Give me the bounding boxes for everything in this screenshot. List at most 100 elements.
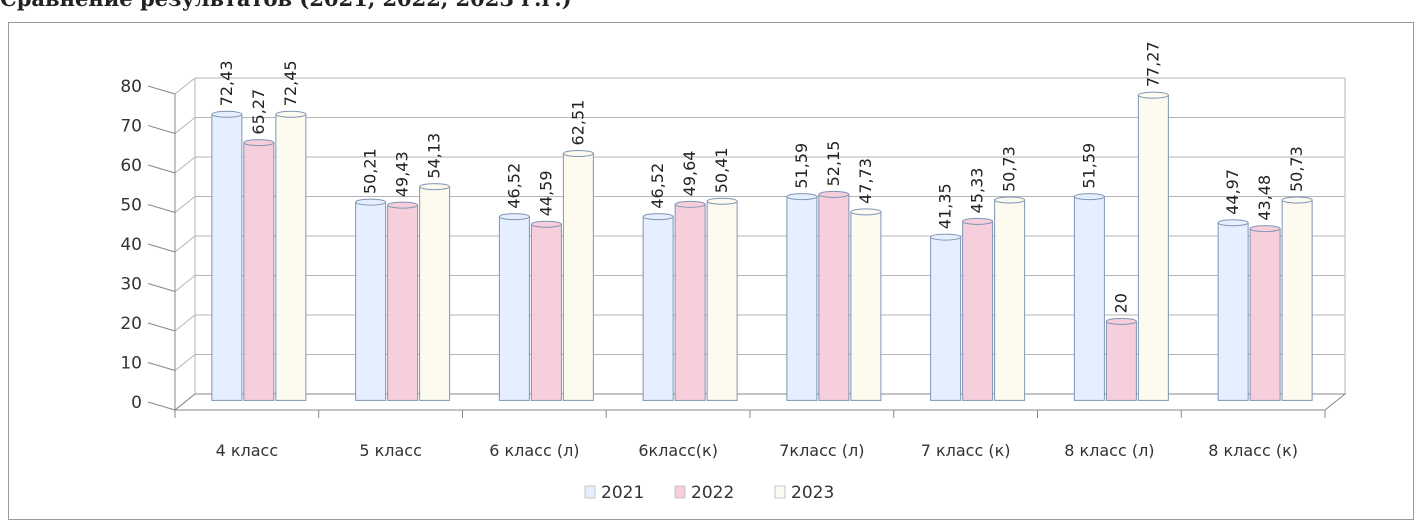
bar-top-2022-4 — [674, 200, 706, 208]
bar-top-2022-3 — [530, 220, 562, 228]
data-label: 77,27 — [1143, 41, 1162, 87]
bar-2021-4 — [642, 216, 674, 401]
bar-top-2022-8 — [1249, 225, 1281, 233]
bar-top-2023-2 — [419, 183, 451, 191]
gridline-side — [174, 314, 196, 332]
bar-2023-2 — [419, 186, 451, 401]
data-label: 45,33 — [968, 168, 987, 214]
data-label: 62,51 — [568, 100, 587, 146]
bar-2023-5 — [850, 211, 882, 401]
bar-top-2023-4 — [706, 197, 738, 205]
gridline-side — [174, 275, 196, 292]
x-tick-label: 8 класс (к) — [1208, 441, 1298, 460]
bar-top-2022-5 — [818, 190, 850, 198]
y-tick-mark — [147, 125, 176, 134]
legend-label-2023: 2023 — [791, 483, 834, 503]
legend-swatch-2023 — [774, 485, 786, 499]
x-tick-label: 6класс(к) — [638, 441, 718, 460]
data-label: 50,41 — [712, 147, 731, 193]
bar-2021-3 — [498, 216, 530, 401]
x-tick-label: 4 класс — [216, 441, 279, 460]
gridline-side — [174, 196, 196, 213]
bar-2022-8 — [1249, 228, 1281, 401]
legend-label-2021: 2021 — [601, 483, 644, 503]
y-tick-label: 30 — [120, 275, 142, 295]
y-tick-label: 40 — [120, 235, 142, 255]
y-tick-label: 60 — [120, 156, 142, 176]
bar-top-2023-5 — [850, 208, 882, 216]
data-label: 49,64 — [680, 151, 699, 197]
chart-legend: 2021 2022 2023 — [584, 483, 834, 503]
data-label: 44,59 — [536, 170, 555, 216]
bar-2021-2 — [355, 201, 387, 401]
data-label: 49,43 — [393, 151, 412, 197]
bar-top-2023-6 — [994, 196, 1026, 204]
bar-top-2021-1 — [211, 110, 243, 118]
data-label: 44,97 — [1223, 169, 1242, 215]
y-tick-mark — [147, 164, 176, 174]
x-tick-label: 8 класс (л) — [1064, 441, 1154, 460]
bar-top-2022-1 — [243, 139, 275, 147]
data-label: 41,35 — [936, 183, 955, 229]
bar-2023-3 — [562, 152, 594, 401]
data-label: 52,15 — [824, 141, 843, 187]
bar-top-2021-8 — [1217, 219, 1249, 227]
x-tick-label: 5 класс — [359, 441, 422, 460]
data-label: 54,13 — [425, 133, 444, 179]
y-tick-label: 50 — [120, 196, 142, 216]
data-label: 72,43 — [217, 60, 236, 106]
bar-2023-4 — [706, 200, 738, 401]
chart-floor — [173, 393, 1347, 411]
gridline-side — [174, 235, 196, 253]
bar-top-2021-7 — [1073, 193, 1105, 201]
gridline-side — [174, 156, 196, 174]
y-tick-mark — [147, 401, 176, 411]
y-tick-mark — [147, 85, 176, 95]
y-tick-mark — [147, 204, 176, 213]
bar-2022-1 — [243, 142, 275, 401]
bar-top-2023-8 — [1281, 196, 1313, 204]
legend-label-2022: 2022 — [691, 483, 734, 503]
bar-top-2022-2 — [387, 201, 419, 209]
data-label: 50,73 — [1000, 146, 1019, 192]
bar-2022-5 — [818, 193, 850, 401]
legend-swatch-2021 — [584, 485, 596, 499]
data-label: 72,45 — [281, 60, 300, 106]
y-tick-label: 70 — [120, 117, 142, 137]
bar-2021-5 — [786, 196, 818, 401]
y-tick-mark — [147, 322, 176, 332]
data-label: 51,59 — [792, 143, 811, 189]
data-label: 51,59 — [1079, 143, 1098, 189]
gridline-side — [174, 354, 196, 371]
bar-2022-7 — [1105, 320, 1137, 401]
bar-2022-4 — [674, 203, 706, 401]
data-label: 43,48 — [1255, 175, 1274, 221]
bar-2022-3 — [530, 223, 562, 401]
chart-bars — [211, 91, 1313, 401]
bar-top-2022-7 — [1105, 317, 1137, 325]
data-label: 50,21 — [361, 148, 380, 194]
chart-tick-labels: 0 10 20 30 40 50 60 70 80 4 класс 5 класс 6 класс (… — [120, 77, 1298, 460]
data-label: 50,73 — [1287, 146, 1306, 192]
y-tick-label: 10 — [120, 354, 142, 374]
bar-2023-7 — [1137, 94, 1169, 401]
x-tick-label: 6 класс (л) — [489, 441, 579, 460]
chart-data-labels: 72,43 65,27 72,45 50,21 49,43 54,13 46,52 44,59… — [217, 41, 1306, 313]
chart-caption: Сравнение результатов (2021, 2022, 2023 … — [0, 0, 572, 11]
bar-2021-8 — [1217, 222, 1249, 401]
bar-2023-8 — [1281, 199, 1313, 401]
bar-top-2021-6 — [930, 233, 962, 241]
bar-2021-7 — [1073, 196, 1105, 401]
bar-top-2023-7 — [1137, 91, 1169, 99]
bar-top-2021-3 — [498, 213, 530, 221]
data-label: 46,52 — [504, 163, 523, 209]
gridline-side — [174, 77, 196, 95]
bar-2021-6 — [930, 236, 962, 401]
x-tick-label: 7класс (л) — [779, 441, 864, 460]
chart-grid — [174, 77, 1346, 411]
bar-top-2021-5 — [786, 193, 818, 201]
y-tick-label: 0 — [131, 393, 142, 413]
data-label: 65,27 — [249, 89, 268, 135]
bar-top-2023-3 — [562, 149, 594, 157]
